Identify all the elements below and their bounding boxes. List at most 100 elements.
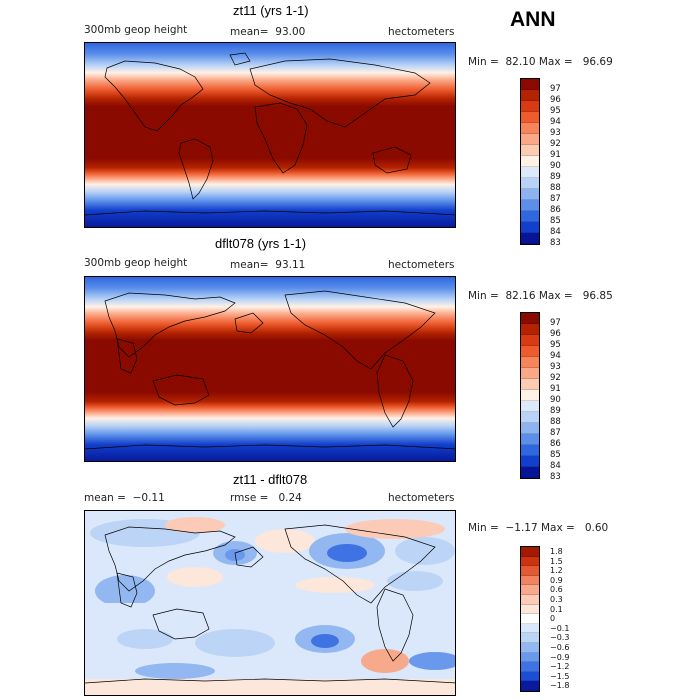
panel-1-colorbar-swatch — [521, 200, 539, 211]
panel-2-colorbar-swatch — [521, 335, 539, 346]
panel-2-min-label: Min = — [468, 290, 499, 302]
panel-2-colorbar-swatch — [521, 467, 539, 478]
panel-1-colorbar-swatch — [521, 211, 539, 222]
panel-3-units: hectometers — [388, 492, 455, 504]
panel-3-colorbar-swatch — [521, 642, 539, 653]
panel-1-colorbar-tick: 87 — [550, 194, 561, 204]
panel-3-colorbar-tick: −0.1 — [550, 623, 570, 633]
panel-1-colorbar-tick: 90 — [550, 161, 561, 171]
panel-1-map-svg — [85, 43, 455, 227]
panel-2-colorbar-swatch — [521, 368, 539, 379]
panel-1-colorbar-swatch — [521, 123, 539, 134]
panel-3-colorbar-tick: 0.6 — [550, 585, 563, 595]
panel-2-colorbar-swatch — [521, 412, 539, 423]
panel-2-mean-value: 93.11 — [275, 259, 306, 271]
panel-1-colorbar-tick: 89 — [550, 172, 561, 182]
panel-3-colorbar-swatch — [521, 566, 539, 576]
panel-3-colorbar-tick: 0.1 — [550, 604, 563, 614]
panel-3-mean-label: mean = — [84, 492, 126, 504]
panel-2-colorbar-tick: 92 — [550, 373, 561, 383]
panel-3-rmse: rmse = 0.24 — [230, 492, 302, 504]
panel-3-colorbar-swatch — [521, 575, 539, 586]
panel-2-colorbar-swatch — [521, 357, 539, 368]
panel-3-colorbar-swatch — [521, 623, 539, 634]
panel-3-colorbar-tick: −0.3 — [550, 633, 570, 643]
panel-2-units: hectometers — [388, 259, 455, 271]
panel-3-rmse-label: rmse = — [230, 492, 269, 504]
panel-3-colorbar-tick: 0.9 — [550, 575, 563, 585]
panel-3-colorbar-tick: −1.2 — [550, 662, 570, 672]
panel-2-max-value: 96.85 — [582, 290, 613, 302]
panel-3-mean: mean = −0.11 — [84, 492, 165, 504]
panel-2-colorbar-swatch — [521, 456, 539, 467]
panel-1-colorbar-tick: 88 — [550, 183, 561, 193]
panel-1-colorbar-swatch — [521, 156, 539, 167]
panel-1-colorbar-swatch — [521, 101, 539, 112]
panel-2-colorbar-tick: 91 — [550, 384, 561, 394]
panel-3-map-svg — [85, 511, 455, 695]
panel-1-colorbar-tick: 95 — [550, 106, 561, 116]
panel-1-colorbar-swatch — [521, 189, 539, 200]
panel-1-max-label: Max = — [538, 56, 573, 68]
panel-3-colorbar-tick: 1.2 — [550, 566, 563, 576]
panel-1-mean-value: 93.00 — [275, 26, 306, 38]
panel-3-colorbar-swatch — [521, 585, 539, 595]
panel-2-colorbar — [520, 312, 540, 479]
panel-1-colorbar-tick: 84 — [550, 227, 561, 237]
panel-1-colorbar — [520, 78, 540, 245]
panel-2-colorbar-tick: 84 — [550, 461, 561, 471]
panel-2-colorbar-tick: 97 — [550, 318, 561, 328]
season-label: ANN — [510, 8, 556, 31]
panel-2-map-svg — [85, 277, 455, 461]
panel-1-colorbar-swatch — [521, 222, 539, 233]
panel-2-colorbar-tick: 87 — [550, 428, 561, 438]
panel-3-min-value: −1.17 — [505, 522, 538, 534]
panel-2-colorbar-swatch — [521, 324, 539, 335]
panel-2-colorbar-tick: 96 — [550, 329, 561, 339]
panel-3-colorbar-swatch — [521, 681, 539, 691]
panel-2-colorbar-tick: 83 — [550, 472, 561, 482]
panel-2-title: dflt078 (yrs 1-1) — [215, 236, 307, 251]
panel-1-colorbar-swatch — [521, 112, 539, 123]
panel-2-colorbar-swatch — [521, 313, 539, 324]
panel-1-colorbar-tick: 96 — [550, 95, 561, 105]
panel-1-colorbar-swatch — [521, 90, 539, 101]
panel-1-minmax: Min = 82.10 Max = 96.69 — [468, 56, 613, 68]
panel-3-colorbar-swatch — [521, 604, 539, 615]
panel-3-colorbar-tick: 1.8 — [550, 547, 563, 556]
panel-3-max-label: Max = — [541, 522, 575, 534]
panel-1-colorbar-swatch — [521, 167, 539, 178]
panel-1-colorbar-tick: 97 — [550, 84, 561, 94]
panel-1-colorbar-swatch — [521, 134, 539, 145]
panel-2-colorbar-swatch — [521, 390, 539, 401]
panel-1-colorbar-swatch — [521, 233, 539, 244]
panel-3-title: zt11 - dflt078 — [233, 472, 308, 487]
panel-2-colorbar-swatch — [521, 379, 539, 390]
panel-1-colorbar-swatch — [521, 145, 539, 156]
panel-2-colorbar-tick: 90 — [550, 395, 561, 405]
panel-3-colorbar-tick: −0.9 — [550, 652, 570, 662]
panel-1-min-label: Min = — [468, 56, 499, 68]
panel-3-colorbar-swatch — [521, 547, 539, 557]
panel-1-colorbar-tick: 91 — [550, 150, 561, 160]
panel-2-colorbar-tick: 85 — [550, 450, 561, 460]
panel-2-colorbar-swatch — [521, 401, 539, 412]
panel-1-colorbar-swatch — [521, 79, 539, 90]
panel-2-colorbar-tick: 94 — [550, 351, 561, 361]
panel-2-mean-label: mean= — [230, 259, 269, 271]
panel-2-variable-label: 300mb geop height — [84, 257, 188, 269]
panel-1-colorbar-tick: 92 — [550, 139, 561, 149]
panel-1-mean-label: mean= — [230, 26, 269, 38]
panel-1-colorbar-tick: 83 — [550, 238, 561, 248]
panel-1-colorbar-tick: 93 — [550, 128, 561, 138]
panel-3-colorbar-swatch — [521, 633, 539, 643]
panel-3-colorbar-tick: −1.8 — [550, 681, 570, 691]
panel-2-colorbar-swatch — [521, 423, 539, 434]
panel-3-rmse-value: 0.24 — [278, 492, 302, 504]
panel-3-colorbar-swatch — [521, 556, 539, 567]
panel-1-colorbar-tick: 85 — [550, 216, 561, 226]
panel-3-colorbar-swatch — [521, 614, 539, 624]
panel-3-colorbar-tick: −0.6 — [550, 643, 570, 652]
panel-1-units: hectometers — [388, 26, 455, 38]
panel-1-variable-label: 300mb geop height — [84, 24, 188, 36]
